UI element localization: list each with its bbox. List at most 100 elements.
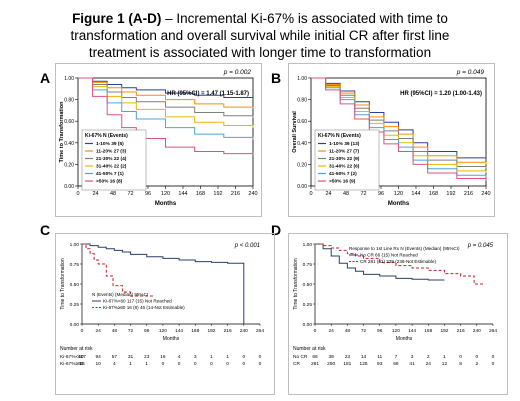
risk-value: 1 <box>129 361 132 367</box>
x-tick-label: 72 <box>128 328 134 334</box>
risk-value: 0 <box>259 361 262 367</box>
y-tick-label: 0.50 <box>70 282 80 288</box>
km-curve-1 <box>315 243 445 281</box>
legend-entry: 31-40% 22 (2) <box>96 164 127 170</box>
risk-row-label: CR <box>293 361 300 367</box>
legend-title: Ki-67% N (Events) <box>318 133 361 139</box>
figure-title-bold: Figure 1 (A-D) <box>72 11 162 26</box>
x-tick-label: 216 <box>231 191 240 197</box>
legend-entry: 1-10% 39 (5) <box>96 141 124 147</box>
km-curve-4 <box>78 77 254 128</box>
risk-value: 93 <box>377 361 383 367</box>
figure-title-rest: – Incremental Ki-67% is associated with … <box>161 11 448 26</box>
risk-value: 3 <box>194 354 197 360</box>
x-tick-label: 96 <box>144 328 150 334</box>
y-tick-label: 1.00 <box>64 76 74 82</box>
risk-value: 0 <box>475 354 478 360</box>
x-tick-label: 240 <box>473 328 481 334</box>
panel-d-label: D <box>271 222 282 238</box>
x-tick-label: 24 <box>325 191 331 197</box>
x-tick-label: 96 <box>145 191 151 197</box>
risk-value: 12 <box>442 361 448 367</box>
risk-value: 16 <box>79 361 85 367</box>
y-tick-label: 0.00 <box>297 184 307 190</box>
x-tick-label: 48 <box>345 328 351 334</box>
x-tick-label: 120 <box>394 191 403 197</box>
legend-entry: Ki-67%≥60 16 (8) 46 (14-Not Estimable) <box>103 305 185 310</box>
risk-value: 281 <box>311 361 319 367</box>
x-tick-label: 48 <box>110 191 116 197</box>
risk-row-label: Ki-67%<60 <box>60 354 84 360</box>
x-tick-label: 120 <box>392 328 400 334</box>
risk-value: 24 <box>426 361 432 367</box>
x-tick-label: 216 <box>457 328 465 334</box>
y-tick-label: 0.50 <box>303 282 313 288</box>
y-tick-label: 0.40 <box>297 141 307 147</box>
risk-value: 181 <box>343 361 351 367</box>
y-tick-label: 0.20 <box>297 162 307 168</box>
x-tick-label: 144 <box>178 191 187 197</box>
x-axis-label: Months <box>155 201 177 207</box>
p-value: p = 0.049 <box>456 69 485 76</box>
risk-table-title: Number at risk <box>293 346 326 352</box>
risk-value: 14 <box>361 354 367 360</box>
km-curve-2 <box>315 243 484 285</box>
x-tick-label: 120 <box>159 328 167 334</box>
panel-a-chart: 0.00 0.20 0.40 0.60 0.80 1.00 0 24 48 72 96 120 144 1… <box>55 63 262 217</box>
p-value: p < 0.001 <box>234 243 260 249</box>
hazard-ratio: HR (95%CI) = 1.47 (1.15-1.87) <box>167 91 249 97</box>
risk-value: 125 <box>360 361 368 367</box>
legend-entry: 21-30% 22 (4) <box>96 156 127 162</box>
y-tick-label: 0.80 <box>297 98 307 104</box>
risk-row-label: Ki-67%≥60 <box>60 361 84 367</box>
panel-a-label: A <box>40 70 51 86</box>
risk-value: 0 <box>194 361 197 367</box>
panel-c-chart: 0.000.250.500.751.000 24 48 72 96 120 144 168 19… <box>55 233 275 395</box>
x-tick-label: 192 <box>446 191 455 197</box>
x-tick-label: 264 <box>489 328 497 334</box>
panel-b-label: B <box>271 70 282 86</box>
y-tick-label: 0.25 <box>303 302 313 308</box>
x-tick-label: 144 <box>408 328 416 334</box>
legend-entry: 41-50% 7 (1) <box>96 171 124 177</box>
risk-value: 8 <box>459 361 462 367</box>
risk-value: 0 <box>259 354 262 360</box>
legend-title: Response to 1st Line Rx N (Events) (Medi… <box>349 246 460 251</box>
risk-table-title: Number at risk <box>60 346 93 352</box>
x-tick-label: 0 <box>81 328 84 334</box>
x-tick-label: 216 <box>464 191 473 197</box>
x-tick-label: 192 <box>213 191 222 197</box>
risk-value: 2 <box>427 354 430 360</box>
risk-value: 7 <box>395 354 398 360</box>
km-curve-1 <box>82 243 245 324</box>
x-tick-label: 264 <box>256 328 264 334</box>
x-tick-label: 216 <box>224 328 232 334</box>
p-value: p = 0.045 <box>467 243 494 249</box>
risk-value: 1 <box>226 354 229 360</box>
risk-value: 94 <box>96 354 102 360</box>
risk-value: 16 <box>160 354 166 360</box>
x-tick-label: 24 <box>96 328 102 334</box>
risk-value: 250 <box>327 361 335 367</box>
panel-c-label: C <box>40 222 51 238</box>
risk-value: 117 <box>78 354 86 360</box>
x-tick-label: 24 <box>92 191 98 197</box>
legend-entry: >50% 16 (9) <box>329 179 356 185</box>
y-tick-label: 0.25 <box>70 302 80 308</box>
x-tick-label: 0 <box>309 191 312 197</box>
x-tick-label: 96 <box>377 328 383 334</box>
km-curve-3 <box>78 77 254 118</box>
legend-entry: >50% 16 (8) <box>96 179 123 185</box>
figure-title: Figure 1 (A-D) – Incremental Ki-67% is a… <box>0 10 520 61</box>
y-tick-label: 0.75 <box>303 262 313 268</box>
y-tick-label: 0.20 <box>64 162 74 168</box>
x-tick-label: 168 <box>191 328 199 334</box>
x-tick-label: 168 <box>196 191 205 197</box>
x-tick-label: 240 <box>240 328 248 334</box>
km-curve-6 <box>311 77 487 181</box>
panel-d-chart: 0.000.250.500.751.000 24 48 72 96 120 144 168 19… <box>288 233 508 395</box>
x-tick-label: 144 <box>411 191 420 197</box>
risk-row-label: No CR <box>293 354 308 360</box>
y-axis-label: Overall Survival <box>292 111 298 153</box>
risk-value: 4 <box>178 354 181 360</box>
